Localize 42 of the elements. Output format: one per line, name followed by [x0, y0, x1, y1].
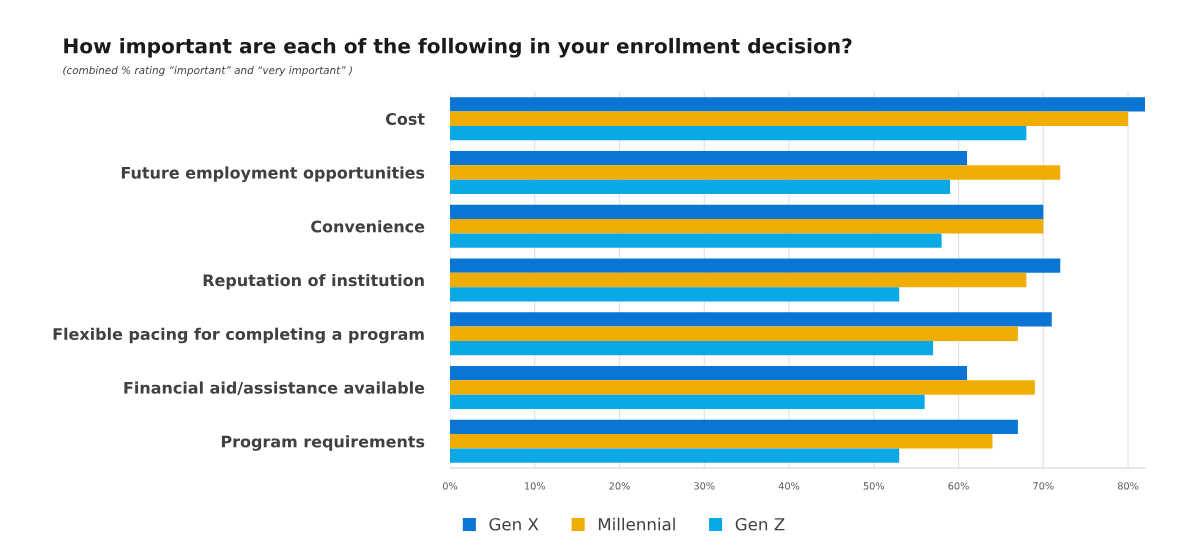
bar [450, 380, 1035, 395]
x-tick-label: 30% [694, 482, 715, 490]
legend-label: Gen X [489, 517, 539, 531]
y-tick-label: Future employment opportunities [121, 166, 425, 182]
bar [450, 272, 1027, 288]
bar [450, 219, 1044, 234]
bar [450, 97, 1146, 112]
y-tick-label: Cost [385, 112, 425, 126]
bar [450, 179, 951, 194]
x-tick-label: 60% [948, 482, 969, 490]
bar [450, 204, 1044, 220]
y-tick-label: Program requirements [221, 435, 425, 451]
x-tick-label: 70% [1033, 482, 1054, 490]
bar [450, 419, 1018, 435]
legend-label: Millennial [598, 517, 675, 531]
bar [450, 233, 942, 248]
x-tick-label: 40% [778, 482, 800, 490]
bar [450, 326, 1018, 341]
bar [450, 165, 1061, 180]
bar [450, 111, 1129, 126]
bar [450, 366, 968, 381]
bar [450, 448, 900, 463]
bar [450, 258, 1061, 273]
x-tick-label: 80% [1117, 482, 1139, 490]
bar [450, 150, 968, 166]
y-tick-label: Flexible pacing for completing a program [53, 327, 424, 344]
bar [450, 340, 934, 356]
bar [450, 394, 925, 410]
chart-title: How important are each of the following in your enrollment decision? [64, 37, 852, 58]
y-tick-label: Financial aid/assistance available [124, 381, 425, 396]
x-tick-label: 50% [863, 482, 885, 490]
text: (combined % rating “important” and “very important” ) [63, 66, 352, 77]
bar [450, 287, 900, 302]
bar [450, 434, 993, 449]
y-tick-label: Convenience [311, 220, 425, 233]
x-tick-label: 10% [525, 482, 546, 490]
x-tick-label: 0% [442, 482, 458, 490]
bar [450, 312, 1052, 327]
x-tick-label: 20% [609, 482, 630, 490]
legend-label: Gen Z [735, 517, 785, 531]
y-tick-label: Reputation of institution [203, 273, 424, 290]
bar [450, 125, 1027, 141]
